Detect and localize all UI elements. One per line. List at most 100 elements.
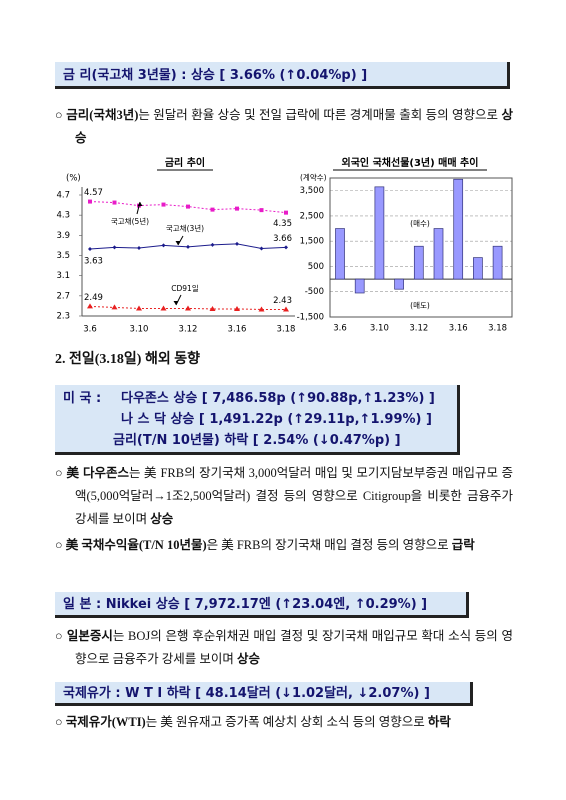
x-tick-label: 3.12 (179, 325, 198, 335)
us-line: 다우존스 상승 [ 7,486.58p (↑90.88p,↑1.23%) ] (121, 391, 435, 406)
y-tick-label: 2.7 (56, 291, 70, 301)
data-label: 2.43 (273, 296, 292, 306)
marker (259, 208, 264, 213)
x-tick-label: 3.16 (449, 324, 468, 334)
bar (413, 245, 424, 280)
oil-box: 국제유가 : W T I 하락 [ 48.14달러 (↓1.02달러, ↓2.0… (55, 682, 473, 706)
text: 상승 (75, 108, 513, 145)
bar (374, 186, 385, 280)
bullet: ○ (55, 108, 63, 122)
data-label: 3.66 (273, 234, 292, 244)
arrow-head (175, 241, 181, 245)
text: 상승 (150, 512, 174, 526)
japan-box: 일 본 : Nikkei 상승 [ 7,972.17엔 (↑23.04엔, ↑0… (55, 592, 469, 618)
bar (473, 257, 483, 280)
text: 급락 (451, 538, 475, 552)
marker (210, 242, 215, 247)
us-line: 금리(T/N 10년물) 하락 [ 2.54% (↓0.47%p) ] (113, 433, 401, 448)
japan-note: ○ 일본증시는 BOJ의 은행 후순위채권 매입 결정 및 장기국채 매입규모 … (55, 625, 513, 671)
data-label: 4.57 (84, 188, 103, 198)
text: 는 美 원유재고 증가폭 예상치 상회 소식 등의 영향으로 (145, 715, 428, 729)
marker (161, 243, 166, 248)
text: 은 美 FRB의 장기국채 매입 결정 등의 영향으로 (206, 538, 452, 552)
us-label: 미 국 : (63, 391, 102, 406)
marker (161, 202, 166, 207)
y-tick-label: 3,500 (300, 186, 324, 196)
marker (209, 305, 216, 311)
bar (433, 228, 444, 280)
x-tick-label: 3.18 (488, 324, 507, 334)
data-label: 3.63 (84, 256, 103, 266)
text: 는 BOJ의 은행 후순위채권 매입 결정 및 장기국채 매입규모 확대 소식 … (75, 629, 514, 666)
text: 美 다우존스 (66, 466, 129, 480)
y-tick-label: 3.9 (56, 231, 70, 241)
marker (259, 246, 264, 251)
y-tick-label: 3.5 (56, 251, 70, 261)
text: 는 美 FRB의 장기국채 3,000억달러 매입 및 모기지담보부증권 매입규… (75, 466, 513, 526)
x-tick-label: 3.18 (277, 325, 296, 335)
marker (87, 303, 93, 309)
x-tick-label: 3.10 (370, 324, 389, 334)
bullet: ○ (55, 629, 64, 643)
us-line: 나 스 닥 상승 [ 1,491.22p (↑29.11p,↑1.99%) ] (121, 412, 432, 427)
chart-title: 금리 추이 (165, 156, 205, 169)
rate-note: ○ 금리(국채3년)는 원달러 환율 상승 및 전일 급락에 따른 경계매물 출… (55, 104, 513, 150)
y-tick-label: 2,500 (300, 211, 324, 221)
marker (283, 306, 289, 312)
y-axis-label: (%) (66, 174, 81, 184)
us-lines: 다우존스 상승 [ 7,486.58p (↑90.88p,↑1.23%) ] 나… (113, 388, 435, 449)
text: 하락 (427, 715, 451, 729)
text: 일본증시 (66, 629, 113, 643)
marker (136, 305, 142, 311)
bullet: ○ (55, 538, 63, 552)
arrow-head (137, 202, 143, 206)
oil-note: ○ 국제유가(WTI)는 美 원유재고 증가폭 예상치 상회 소식 등의 영향으… (55, 711, 513, 734)
marker (88, 246, 92, 251)
text: 금리(국채3년) (66, 108, 139, 122)
text: 국제유가(WTI) (65, 715, 146, 729)
y-tick-label: -1,500 (297, 313, 324, 323)
marker (186, 244, 190, 249)
marker (137, 245, 141, 250)
marker (112, 200, 117, 205)
bullet: ○ (55, 715, 63, 729)
marker (235, 241, 239, 246)
y-tick-label: 500 (308, 262, 324, 272)
series-annotation: CD91일 (171, 284, 199, 293)
marker (112, 245, 117, 250)
y-tick-label: 3.1 (56, 271, 70, 281)
bar (492, 245, 503, 280)
us-note: ○ 美 국채수익율(T/N 10년물)은 美 FRB의 장기국채 매입 결정 등… (55, 534, 513, 557)
marker (88, 199, 92, 204)
y-tick-label: 4.7 (56, 191, 70, 201)
arrow-head (173, 301, 179, 305)
x-tick-label: 3.6 (83, 325, 97, 335)
x-tick-label: 3.10 (130, 325, 149, 335)
marker (210, 207, 215, 212)
marker (258, 306, 265, 312)
us-note: ○ 美 다우존스는 美 FRB의 장기국채 3,000억달러 매입 및 모기지담… (55, 462, 513, 531)
marker (284, 210, 288, 215)
x-tick-label: 3.16 (228, 325, 247, 335)
series-annotation: 국고채(3년) (166, 223, 204, 233)
marker (111, 304, 118, 310)
y-tick-label: -500 (305, 287, 324, 297)
y-axis-label: (계약수) (300, 172, 327, 182)
bar (335, 228, 345, 280)
data-label: 2.49 (84, 293, 103, 303)
data-label: 4.35 (273, 219, 292, 229)
bar (394, 278, 404, 290)
text: 는 원달러 환율 상승 및 전일 급락에 따른 경계매물 출회 등의 영향으로 (138, 108, 502, 122)
text: 美 국채수익율(T/N 10년물) (65, 538, 207, 552)
bullet: ○ (55, 466, 63, 480)
annotation: (매도) (410, 301, 430, 310)
plot-frame (329, 177, 513, 318)
bar (453, 178, 464, 280)
chart-title: 외국인 국채선물(3년) 매매 추이 (342, 156, 479, 169)
rate-box: 금 리(국고채 3년물) : 상승 [ 3.66% (↑0.04%p) ] (55, 62, 510, 89)
marker (185, 305, 191, 311)
y-tick-label: 1,500 (300, 237, 324, 247)
marker (235, 206, 239, 211)
us-box: 미 국 : 다우존스 상승 [ 7,486.58p (↑90.88p,↑1.23… (55, 385, 460, 455)
series-line (89, 201, 287, 214)
